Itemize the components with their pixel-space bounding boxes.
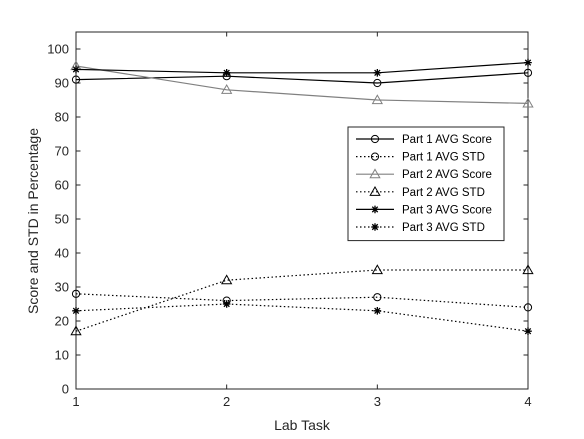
data-point: [524, 58, 532, 67]
data-point: [222, 300, 231, 308]
data-point: [71, 289, 81, 298]
legend: Part 1 AVG Score Part 1 AVG STD Part 2 AVG…: [347, 126, 505, 242]
asterisk-path: [222, 300, 231, 308]
asterisk-path: [373, 307, 382, 315]
data-point: [522, 97, 534, 108]
series-6: [72, 300, 532, 335]
legend-marker: [371, 205, 379, 214]
data-point: [371, 94, 383, 105]
data-point: [523, 68, 533, 77]
legend-label: Part 2 AVG Score: [402, 169, 492, 181]
data-point: [222, 69, 231, 77]
data-point: [72, 65, 80, 74]
data-point: [221, 274, 233, 285]
legend-item: Part 1 AVG STD: [356, 152, 485, 164]
y-tick-label: 30: [55, 280, 69, 295]
x-tick-label: 4: [524, 394, 531, 409]
y-tick-label: 100: [47, 42, 69, 57]
data-point: [524, 327, 532, 335]
legend-marker: [371, 223, 379, 231]
legend-marker: [369, 168, 381, 179]
y-tick-label: 20: [55, 314, 69, 329]
data-point: [373, 69, 382, 77]
x-tick-label: 3: [374, 394, 381, 409]
data-point: [371, 264, 383, 275]
legend-box: [347, 126, 505, 242]
legend-marker: [370, 134, 380, 144]
asterisk-path: [373, 69, 382, 77]
y-tick-label: 10: [55, 348, 69, 363]
asterisk-path: [524, 58, 532, 67]
asterisk-path: [72, 307, 80, 315]
y-tick-label: 80: [55, 110, 69, 125]
series-4: [70, 264, 534, 336]
data-point: [373, 293, 382, 302]
data-point: [373, 78, 382, 88]
data-point: [70, 325, 82, 336]
asterisk-path: [371, 205, 379, 214]
legend-marker: [369, 185, 381, 196]
asterisk-path: [524, 327, 532, 335]
y-tick-label: 50: [55, 212, 69, 227]
series-line: [75, 269, 528, 332]
y-tick-label: 0: [62, 382, 69, 397]
y-axis-label: Score and STD in Percentage: [25, 128, 41, 314]
asterisk-path: [222, 69, 231, 77]
y-tick-label: 90: [55, 76, 69, 91]
legend-item: Part 2 AVG Score: [356, 168, 492, 181]
data-point: [72, 307, 80, 315]
data-point: [71, 75, 81, 84]
data-point: [373, 307, 382, 315]
asterisk-path: [371, 223, 379, 231]
legend-label: Part 3 AVG STD: [402, 222, 485, 234]
legend-marker: [370, 152, 380, 161]
y-tick-label: 40: [55, 246, 69, 261]
series-5: [72, 58, 532, 77]
legend-label: Part 1 AVG STD: [402, 152, 485, 164]
x-axis-label: Lab Task: [274, 417, 331, 433]
legend-item: Part 1 AVG Score: [356, 134, 492, 146]
series-2: [71, 289, 533, 312]
legend-label: Part 2 AVG STD: [402, 187, 485, 199]
series-line: [75, 293, 529, 308]
legend-label: Part 1 AVG Score: [402, 134, 492, 146]
y-tick-label: 60: [55, 178, 69, 193]
legend-item: Part 3 AVG STD: [356, 222, 485, 234]
data-point: [522, 264, 534, 275]
data-point: [221, 83, 233, 94]
series-line: [75, 65, 529, 104]
y-tick-label: 70: [55, 144, 69, 159]
x-tick-label: 1: [72, 394, 79, 409]
asterisk-path: [72, 65, 80, 74]
data-point: [523, 303, 533, 312]
legend-label: Part 3 AVG Score: [402, 204, 492, 216]
series-line: [75, 62, 529, 74]
legend-item: Part 2 AVG STD: [356, 185, 485, 199]
x-tick-label: 2: [223, 394, 230, 409]
legend-item: Part 3 AVG Score: [356, 204, 492, 216]
